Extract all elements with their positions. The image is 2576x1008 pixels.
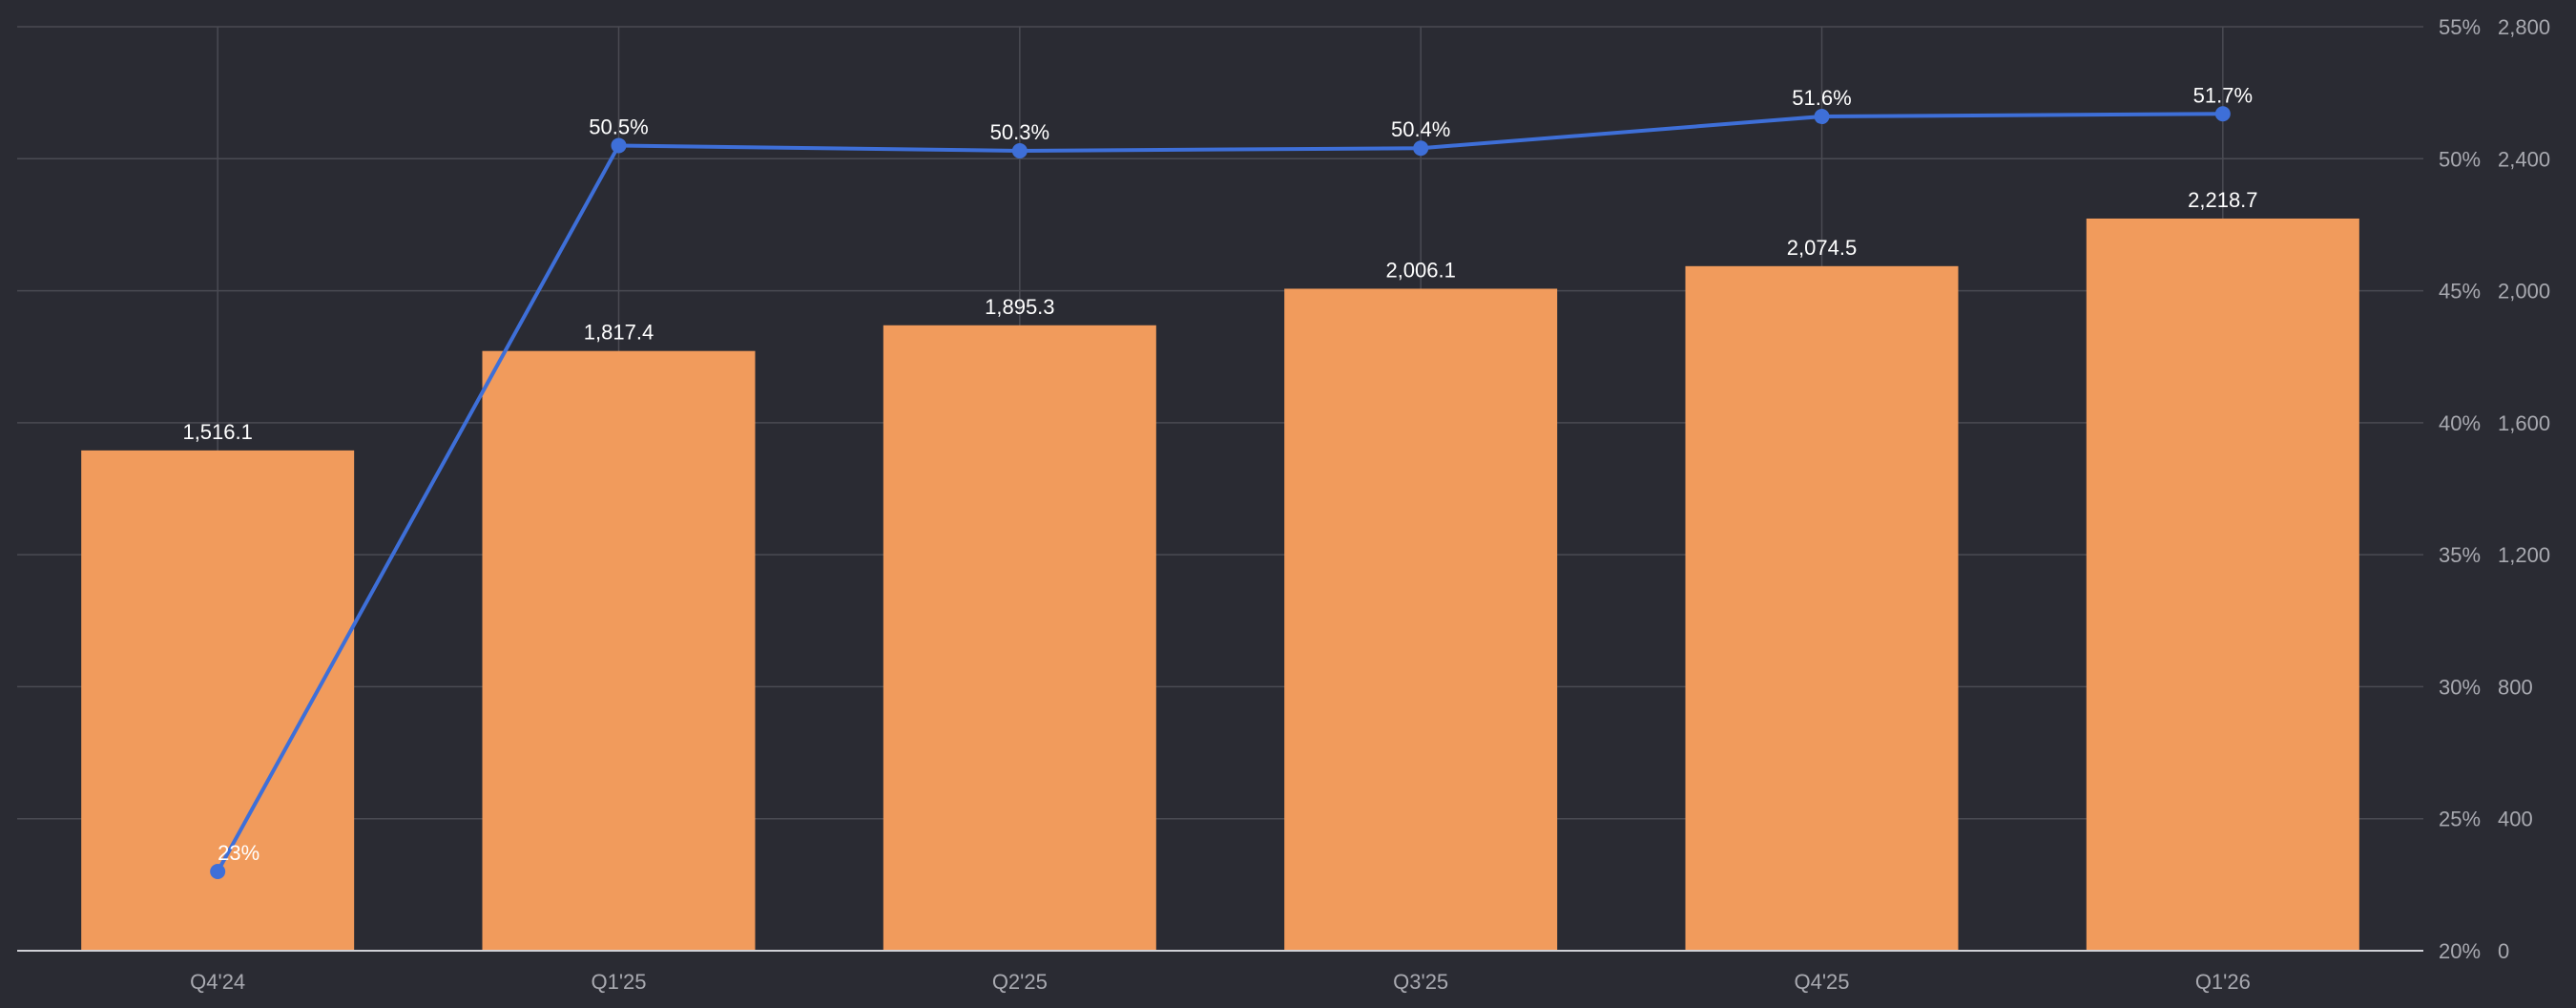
line-value-label: 51.7% [2193, 83, 2253, 107]
line-value-label: 50.4% [1391, 117, 1450, 141]
line-value-label: 50.3% [990, 120, 1049, 144]
y-right-value-tick-label: 2,000 [2498, 280, 2550, 304]
x-tick-label: Q1'25 [591, 970, 646, 994]
bar [2086, 218, 2359, 951]
line-point [2214, 106, 2231, 122]
bar-value-label: 1,895.3 [985, 295, 1054, 319]
y-right-pct-tick-label: 50% [2439, 147, 2481, 171]
line-point [611, 137, 627, 154]
bar-value-label: 2,074.5 [1787, 236, 1857, 260]
y-right-value-tick-label: 800 [2498, 675, 2533, 699]
data-labels: 1,516.1 1,817.4 1,895.3 2,006.1 2,074.5 2,218… [182, 83, 2257, 865]
bar-value-label: 1,817.4 [584, 321, 654, 345]
y-right-value-tick-label: 400 [2498, 808, 2533, 831]
line-value-label: 50.5% [589, 115, 648, 138]
gridlines [17, 26, 2423, 951]
x-tick-label: Q1'26 [2195, 970, 2251, 994]
line-value-label: 51.6% [1792, 86, 1851, 110]
line-series [210, 106, 2231, 880]
x-tick-label: Q4'25 [1794, 970, 1849, 994]
line-path [216, 112, 2223, 872]
x-tick-label: Q3'25 [1393, 970, 1448, 994]
y-right-value-tick-label: 2,800 [2498, 15, 2550, 39]
bar [1685, 265, 1959, 952]
y-right-value-tick-label: 1,200 [2498, 543, 2550, 567]
y-right-pct-tick-label: 45% [2439, 280, 2481, 304]
y-right-pct-tick-label: 40% [2439, 411, 2481, 435]
line-point [1814, 109, 1830, 125]
line-value-label: 23% [218, 841, 260, 865]
y-right-pct-tick-label: 55% [2439, 15, 2481, 39]
y-right-pct-tick-label: 35% [2439, 543, 2481, 567]
bar-series [81, 218, 2359, 952]
bar-value-label: 1,516.1 [182, 420, 252, 444]
axes: Q4'24 Q1'25 Q2'25 Q3'25 Q4'25 Q1'26 20% 25% 30% 3… [17, 15, 2550, 994]
x-tick-label: Q4'24 [190, 970, 245, 994]
y-right-value-tick-label: 1,600 [2498, 411, 2550, 435]
line-point [1011, 142, 1028, 158]
line-point [1413, 140, 1429, 157]
bar [482, 350, 756, 951]
x-tick-label: Q2'25 [992, 970, 1048, 994]
bar [1284, 288, 1558, 951]
bar-value-label: 2,218.7 [2188, 188, 2257, 212]
y-right-pct-tick-label: 30% [2439, 675, 2481, 699]
y-right-value-tick-label: 2,400 [2498, 147, 2550, 171]
y-right-pct-tick-label: 20% [2439, 939, 2481, 963]
y-right-pct-tick-label: 25% [2439, 808, 2481, 831]
bar-value-label: 2,006.1 [1385, 258, 1455, 282]
y-right-value-tick-label: 0 [2498, 939, 2509, 963]
bar [883, 325, 1156, 951]
line-point [210, 864, 226, 880]
